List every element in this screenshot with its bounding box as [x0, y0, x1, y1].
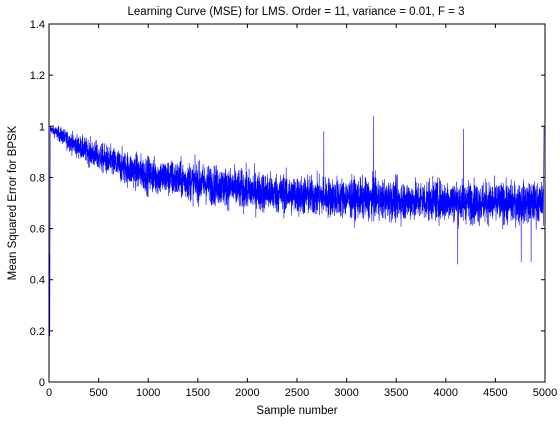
x-tick-label: 1000	[136, 387, 160, 399]
y-tick-label: 0	[39, 377, 45, 389]
x-tick-label: 1500	[186, 387, 210, 399]
x-axis-ticks: 0 500 1000 1500 2000 2500 3000 3500 4000 4500 5000	[46, 24, 557, 399]
y-tick-label: 0.6	[30, 224, 45, 236]
x-tick-label: 2500	[285, 387, 309, 399]
x-tick-label: 4000	[434, 387, 458, 399]
y-tick-label: 0.4	[30, 275, 45, 287]
y-axis-ticks: 0 0.2 0.4 0.6 0.8 1 1.2 1.4	[30, 19, 545, 389]
chart-title: Learning Curve (MSE) for LMS. Order = 11…	[128, 6, 465, 18]
y-tick-label: 1	[39, 121, 45, 133]
y-axis-label: Mean Squared Error for BPSK	[7, 125, 19, 280]
x-tick-label: 500	[89, 387, 107, 399]
y-tick-label: 0.2	[30, 326, 45, 338]
x-tick-label: 0	[46, 387, 52, 399]
y-tick-label: 1.2	[30, 70, 45, 82]
y-tick-label: 1.4	[30, 19, 45, 31]
x-tick-label: 4500	[483, 387, 507, 399]
plot-layer	[49, 116, 545, 382]
y-tick-label: 0.8	[30, 172, 45, 184]
x-axis-label: Sample number	[256, 405, 337, 417]
x-tick-label: 3000	[334, 387, 358, 399]
x-tick-label: 3500	[384, 387, 408, 399]
x-tick-label: 2000	[235, 387, 259, 399]
x-tick-label: 5000	[533, 387, 557, 399]
mse-series-line	[49, 116, 545, 382]
